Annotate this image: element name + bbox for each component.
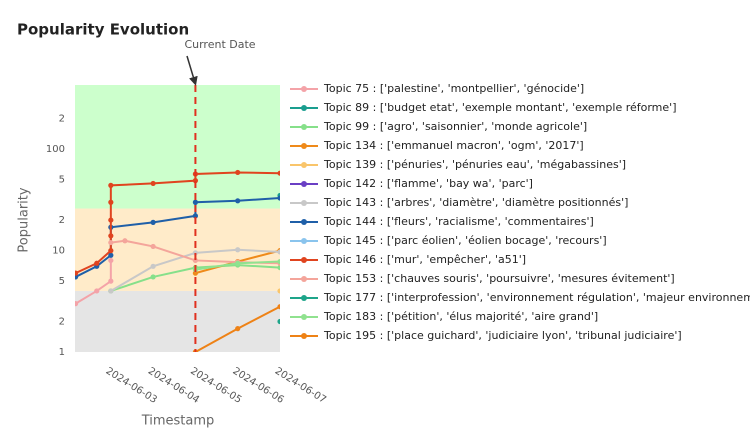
y-tick-label: 5 (59, 175, 65, 186)
legend-marker (301, 162, 307, 168)
legend-marker (301, 276, 307, 282)
legend-label: Topic 153 : ['chauves souris', 'poursuiv… (323, 272, 675, 285)
legend-label: Topic 142 : ['flamme', 'bay wa', 'parc'] (323, 177, 533, 190)
data-point (108, 288, 114, 294)
legend-marker (301, 295, 307, 301)
legend-marker (301, 86, 307, 92)
data-point (108, 252, 114, 258)
data-point (150, 180, 156, 187)
data-point (75, 301, 79, 307)
legend-marker (301, 143, 307, 149)
data-point (192, 199, 199, 205)
legend-label: Topic 89 : ['budget etat', 'exemple mont… (323, 101, 676, 114)
y-tick-label: 2 (59, 114, 65, 125)
data-point (108, 217, 114, 223)
data-point (94, 260, 100, 266)
overlay: Current Date (184, 38, 256, 352)
legend-marker (301, 181, 307, 187)
data-point (192, 257, 199, 264)
data-point (108, 278, 114, 284)
y-tick-label: 2 (59, 316, 65, 327)
legend-marker (301, 200, 307, 206)
series-line (75, 260, 112, 305)
annotation: Current Date (184, 38, 255, 51)
data-point (108, 257, 114, 264)
legend-label: Topic 195 : ['place guichard', 'judiciai… (323, 329, 682, 342)
legend-label: Topic 99 : ['agro', 'saisonnier', 'monde… (323, 120, 587, 133)
data-point (235, 169, 241, 176)
data-point (277, 304, 280, 310)
data-point (150, 274, 156, 280)
legend-marker (301, 257, 307, 263)
data-point (277, 264, 280, 271)
y-tick-label: 5 (59, 276, 65, 287)
legend-marker (301, 333, 307, 339)
data-point (150, 219, 156, 225)
series-line (75, 171, 280, 275)
annotation-arrow (186, 55, 198, 86)
legend-label: Topic 146 : ['mur', 'empêcher', 'a51'] (323, 253, 526, 266)
data-point (235, 247, 241, 253)
plot-area (75, 85, 280, 352)
legend-marker (301, 314, 307, 320)
data-point (277, 318, 280, 325)
data-point (94, 288, 100, 294)
data-point (235, 260, 241, 266)
data-point (108, 248, 114, 254)
data-point (192, 250, 199, 256)
data-point (75, 270, 79, 276)
data-point (235, 198, 241, 204)
data-point (235, 326, 241, 332)
data-point (277, 170, 280, 176)
data-point (277, 258, 280, 265)
legend-label: Topic 144 : ['fleurs', 'racialisme', 'co… (323, 215, 594, 228)
chart-title: Popularity Evolution (17, 21, 189, 39)
data-point (150, 243, 156, 250)
band (75, 290, 280, 352)
legend-label: Topic 145 : ['parc éolien', 'éolien boca… (323, 234, 607, 247)
data-point (192, 178, 199, 184)
legend-label: Topic 183 : ['pétition', 'élus majorité'… (323, 310, 598, 323)
y-tick-label: 100 (46, 144, 65, 155)
data-point (277, 249, 280, 255)
legend-marker (301, 219, 307, 225)
data-point (277, 288, 280, 294)
legend-label: Topic 177 : ['interprofession', 'environ… (323, 291, 750, 304)
data-point (108, 233, 114, 239)
x-axis-label: Timestamp (141, 414, 215, 429)
legend-marker (301, 238, 307, 244)
band (75, 85, 280, 209)
data-point (150, 263, 156, 269)
data-point (277, 195, 280, 201)
legend-label: Topic 75 : ['palestine', 'montpellier', … (323, 82, 584, 95)
y-tick-label: 10 (52, 246, 65, 257)
data-point (108, 239, 114, 246)
legend-marker (301, 124, 307, 130)
y-tick-label: 2 (59, 215, 65, 226)
data-point (192, 213, 199, 219)
legend-label: Topic 134 : ['emmanuel macron', 'ogm', '… (323, 139, 584, 152)
legend-marker (301, 105, 307, 111)
y-tick-label: 1 (59, 347, 65, 358)
data-point (122, 238, 128, 244)
legend-label: Topic 139 : ['pénuries', 'pénuries eau',… (323, 158, 626, 171)
y-axis-label: Popularity (17, 187, 32, 252)
data-point (108, 182, 114, 188)
data-point (108, 199, 114, 205)
legend-label: Topic 143 : ['arbres', 'diamètre', 'diam… (323, 196, 628, 209)
